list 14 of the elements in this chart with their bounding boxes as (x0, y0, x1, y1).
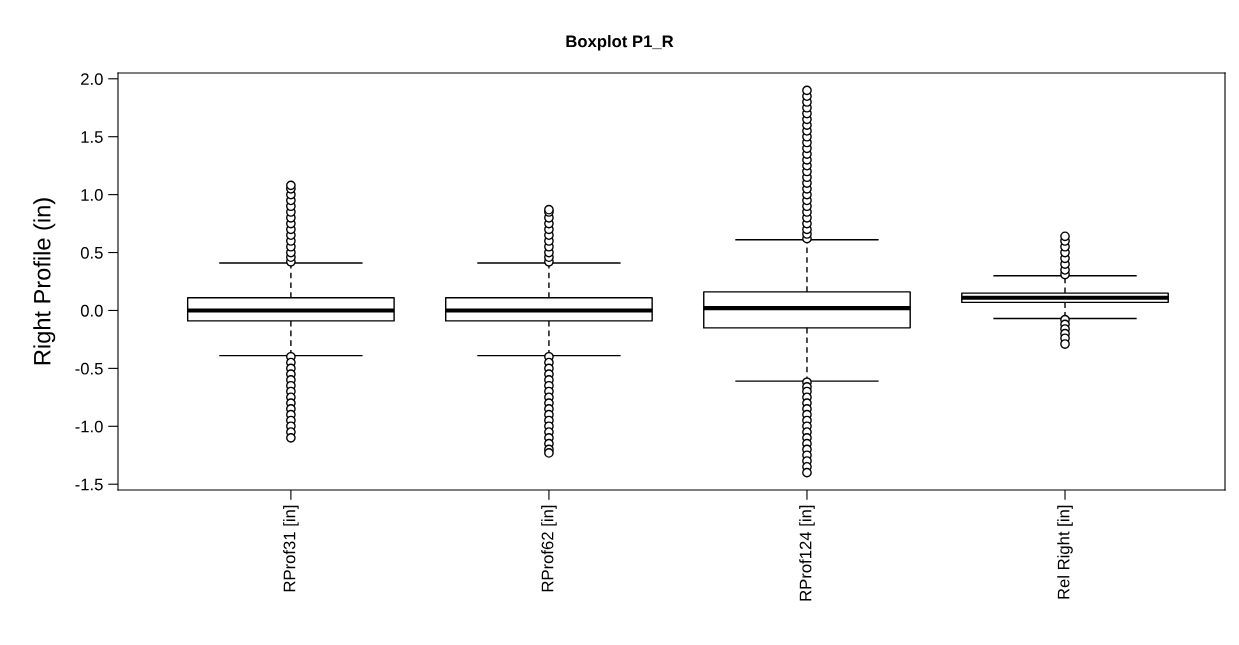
x-tick-label: RProf124 [in] (799, 505, 815, 601)
y-tick-label: 2.0 (81, 73, 103, 85)
y-tick-label: 1.0 (81, 189, 103, 201)
y-axis-title: Right Profile (in) (33, 198, 56, 365)
chart-title: Boxplot P1_R (566, 35, 674, 51)
y-tick-label: -1.5 (75, 478, 103, 491)
x-tick-label: Rel Right [in] (1057, 505, 1073, 599)
y-tick-label: 0.0 (80, 304, 103, 317)
x-tick-label: RProf31 [in] (283, 505, 299, 592)
x-tick-label: RProf62 [in] (541, 505, 557, 592)
y-tick-label: 0.5 (80, 246, 103, 259)
y-tick-label: -0.5 (75, 362, 103, 375)
y-tick-label: 1.5 (81, 131, 103, 143)
y-tick-label: -1.0 (75, 420, 103, 433)
